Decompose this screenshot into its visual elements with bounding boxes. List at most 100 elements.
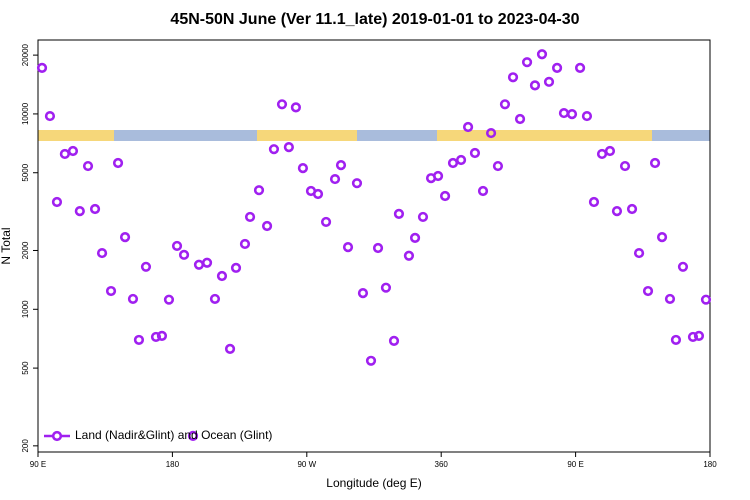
data-point (581, 110, 593, 122)
data-point (492, 160, 504, 172)
data-point (201, 257, 213, 268)
x-tick-label: 90 W (297, 460, 316, 469)
data-point (485, 127, 497, 139)
land-ocean-strip (38, 130, 710, 141)
data-point (283, 142, 294, 153)
data-point (626, 203, 638, 215)
data-point (44, 110, 56, 122)
data-point (388, 335, 400, 346)
data-point (312, 188, 324, 200)
data-point (393, 208, 405, 219)
data-point (596, 148, 608, 160)
data-point (253, 185, 265, 196)
land-band (257, 130, 357, 141)
data-point (209, 293, 221, 305)
data-point (36, 62, 48, 74)
data-point (403, 250, 415, 261)
data-point (216, 270, 228, 282)
data-point (409, 232, 421, 243)
data-point (566, 108, 578, 120)
data-point (59, 148, 70, 160)
data-point (163, 294, 175, 305)
data-point (342, 242, 354, 253)
data-point (462, 121, 474, 133)
x-tick-label: 90 E (30, 460, 46, 469)
data-point (261, 220, 273, 232)
x-tick-label: 180 (703, 460, 717, 469)
data-point (96, 247, 108, 259)
data-point (432, 170, 444, 182)
data-point (51, 196, 63, 208)
legend-marker (51, 430, 63, 442)
ocean-band (38, 130, 710, 141)
data-point (335, 160, 347, 171)
data-point (193, 259, 205, 270)
data-point (633, 247, 645, 259)
data-point (477, 185, 489, 197)
data-point (604, 145, 616, 157)
y-tick-label: 500 (21, 361, 30, 375)
x-axis-label: Longitude (deg E) (326, 476, 421, 490)
x-tick-label: 90 E (567, 460, 583, 469)
data-point (105, 285, 117, 297)
data-point (588, 196, 600, 208)
data-point (687, 331, 699, 343)
data-point (551, 62, 563, 74)
y-tick-label: 10000 (21, 102, 30, 125)
data-point (112, 157, 124, 169)
data-point (455, 154, 467, 166)
plot-frame (37, 39, 711, 453)
data-point (558, 107, 570, 119)
data-point (320, 216, 332, 228)
x-tick-label: 180 (166, 460, 180, 469)
land-band (38, 130, 114, 141)
data-point (351, 178, 363, 189)
data-point (514, 113, 526, 125)
x-tick-label: 360 (435, 460, 449, 469)
data-point (664, 293, 676, 305)
data-point (297, 163, 309, 174)
data-point (529, 80, 541, 91)
chart-title: 45N-50N June (Ver 11.1_late) 2019-01-01 … (170, 11, 579, 28)
data-point (82, 160, 94, 172)
data-point (677, 261, 689, 272)
legend-label: Land (Nadir&Glint) and Ocean (Glint) (75, 428, 272, 442)
data-point (119, 232, 131, 243)
data-point (536, 49, 548, 60)
data-point (543, 76, 555, 87)
data-point (224, 343, 236, 354)
data-point (611, 206, 623, 217)
data-point (178, 249, 190, 260)
data-point (642, 285, 654, 297)
y-axis-label: N Total (0, 227, 13, 264)
data-point (574, 62, 586, 74)
y-tick-label: 2000 (21, 241, 30, 259)
data-point (447, 157, 459, 169)
y-tick-label: 5000 (21, 163, 30, 181)
land-band (437, 130, 652, 141)
data-point (276, 99, 288, 110)
data-point (244, 211, 256, 223)
y-tick-label: 20000 (21, 43, 30, 66)
data-point (439, 190, 451, 202)
data-point (89, 203, 101, 215)
data-point (133, 334, 145, 346)
data-point (521, 57, 533, 68)
data-point (67, 145, 79, 157)
data-point (469, 147, 481, 159)
data-point (670, 334, 682, 346)
data-point (649, 157, 661, 169)
data-point (499, 99, 511, 110)
data-point (150, 331, 162, 343)
data-point (239, 238, 251, 250)
data-point (74, 206, 85, 217)
data-point (700, 294, 712, 305)
data-point (268, 144, 280, 155)
data-point (380, 282, 392, 293)
y-tick-label: 200 (21, 439, 30, 453)
data-point (417, 211, 429, 223)
data-point (372, 242, 384, 254)
data-point (290, 102, 301, 113)
data-point (127, 293, 139, 305)
